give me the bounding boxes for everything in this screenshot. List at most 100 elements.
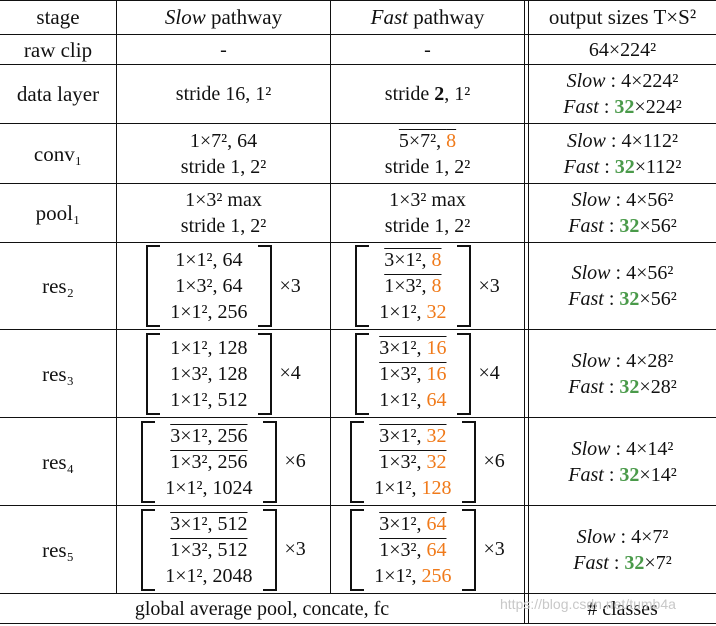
out-data-fast-word: Fast xyxy=(563,96,599,118)
slow-res4-line1: 3×1², 256 xyxy=(170,424,248,447)
out-conv1-fast-alpha: 32 xyxy=(614,155,635,178)
slow-res2-line3: 1×1², 256 xyxy=(170,301,248,323)
fast-res3-c3: 64 xyxy=(426,388,447,411)
out-res3-fast-sep: : xyxy=(603,375,620,398)
stage-res4-text: res₄ xyxy=(42,449,74,474)
fast-res2-k3: 1×1², xyxy=(379,301,427,323)
rule-raw xyxy=(0,64,716,65)
out-res4: Slow : 4×14² Fast : 32×14² xyxy=(529,418,716,505)
slow-res5: 3×1², 512 1×3², 512 1×1², 2048 ×3 xyxy=(117,506,330,593)
out-data-layer-fast: Fast : 32×224² xyxy=(563,94,681,120)
bracket-left xyxy=(350,508,365,591)
bracket-left xyxy=(146,332,161,415)
slow-res3-line3: 1×1², 512 xyxy=(170,388,248,411)
slow-res2-lines: 1×1², 64 1×3², 64 1×1², 256 xyxy=(160,245,257,327)
fast-res4-repeat: ×6 xyxy=(483,450,505,472)
out-res3-fast: Fast : 32×28² xyxy=(568,374,676,400)
stage-res2: res₂ xyxy=(0,243,116,329)
header-output: output sizes T×S² xyxy=(529,0,716,34)
bracket-right xyxy=(456,332,471,415)
fast-res5-c3: 256 xyxy=(421,564,452,587)
fast-res2-line3: 1×1², 32 xyxy=(379,299,446,325)
out-res4-fast-sep: : xyxy=(603,463,620,486)
slow-res4-block: 3×1², 256 1×3², 256 1×1², 1024 ×6 xyxy=(141,420,306,503)
stage-res2-text: res₂ xyxy=(42,274,74,298)
fast-res3-block: 3×1², 16 1×3², 16 1×1², 64 ×4 xyxy=(355,332,500,415)
header-fast-suffix: pathway xyxy=(407,5,485,29)
out-res2-fast: Fast : 32×56² xyxy=(568,286,676,312)
rule-v1 xyxy=(116,0,117,593)
out-res5-slow: Slow : 4×7² xyxy=(577,524,669,550)
out-res3-slow: Slow : 4×28² xyxy=(572,348,674,374)
rule-conv xyxy=(0,183,716,184)
slow-res2: 1×1², 64 1×3², 64 1×1², 256 ×3 xyxy=(117,243,330,329)
bracket-right xyxy=(461,508,476,591)
stage-res3: res₃ xyxy=(0,330,116,417)
slow-res4-line2: 1×3², 256 xyxy=(170,450,248,473)
slow-res2-block: 1×1², 64 1×3², 64 1×1², 256 ×3 xyxy=(146,245,301,327)
out-conv1-fast-word: Fast xyxy=(563,155,600,178)
fast-data-c: , 1² xyxy=(444,83,471,105)
fast-res3-line1: 3×1², 16 xyxy=(379,335,446,361)
out-res4-fast-val: ×14² xyxy=(639,463,677,486)
out-data-fast-alpha: 32 xyxy=(614,96,635,118)
fast-res5-line2: 1×3², 64 xyxy=(374,537,451,563)
out-res3-slow-word: Slow xyxy=(571,349,611,372)
slow-res5-line3: 1×1², 2048 xyxy=(165,564,253,587)
fast-pool1-line2: stride 1, 2² xyxy=(384,215,471,237)
fast-res3-k1: 3×1², xyxy=(379,336,427,359)
bracket-right xyxy=(257,332,272,415)
out-data-fast-sep: : xyxy=(598,96,615,118)
fast-res4: 3×1², 32 1×3², 32 1×1², 128 ×6 xyxy=(331,418,524,505)
fast-data-layer: stride 2, 1² xyxy=(331,65,524,123)
fast-res2-k1: 3×1², xyxy=(384,249,432,271)
stage-data-layer-text: data layer xyxy=(16,82,100,106)
out-pool1: Slow : 4×56² Fast : 32×56² xyxy=(529,184,716,242)
slow-res4-repeat: ×6 xyxy=(284,450,306,472)
fast-res3-repeat: ×4 xyxy=(478,362,500,384)
rule-top xyxy=(0,0,716,1)
out-res5-fast-val: ×7² xyxy=(644,551,672,574)
fast-res2-c3: 32 xyxy=(426,301,447,323)
out-res4-slow: Slow : 4×14² xyxy=(572,436,674,462)
fast-res5-c2: 64 xyxy=(426,538,447,561)
slow-raw-clip-text: - xyxy=(220,38,227,61)
out-res4-fast-alpha: 32 xyxy=(619,463,640,486)
rule-res3 xyxy=(0,417,716,418)
slow-res5-lines: 3×1², 512 1×3², 512 1×1², 2048 xyxy=(155,509,262,591)
bracket-right xyxy=(456,245,471,327)
out-res2-fast-val: ×56² xyxy=(639,288,677,310)
fast-res5-line1: 3×1², 64 xyxy=(374,511,451,537)
fast-res3-c1: 16 xyxy=(426,336,447,359)
slow-raw-clip: - xyxy=(117,35,330,64)
fast-res3-line2: 1×3², 16 xyxy=(379,361,446,387)
slow-res4-line3: 1×1², 1024 xyxy=(165,476,253,499)
rule-v3b xyxy=(528,0,529,624)
stage-res5: res₅ xyxy=(0,506,116,593)
bracket-left xyxy=(355,332,370,415)
slow-pool1: 1×3² max stride 1, 2² xyxy=(117,184,330,242)
stage-conv1: conv₁ xyxy=(0,124,116,183)
out-res5-slow-word: Slow xyxy=(576,525,616,548)
bracket-left xyxy=(350,420,365,503)
fast-res4-line3: 1×1², 128 xyxy=(374,475,451,501)
fast-raw-clip: - xyxy=(331,35,524,64)
header-fast-word: Fast xyxy=(370,5,408,29)
fast-res5-c1: 64 xyxy=(426,512,447,535)
stage-pool1-text: pool₁ xyxy=(35,201,81,225)
out-res2: Slow : 4×56² Fast : 32×56² xyxy=(529,243,716,329)
fast-res3-k3: 1×1², xyxy=(379,388,427,411)
slow-conv1: 1×7², 64 stride 1, 2² xyxy=(117,124,330,183)
out-conv1-fast-val: ×112² xyxy=(634,155,682,178)
fast-res5-lines: 3×1², 64 1×3², 64 1×1², 256 xyxy=(364,509,461,591)
out-res3-slow-val: : 4×28² xyxy=(610,349,674,372)
slow-data-layer-text: stride 16, 1² xyxy=(175,83,272,105)
fast-pool1-line1: 1×3² max xyxy=(389,189,466,211)
out-res4-fast: Fast : 32×14² xyxy=(568,462,676,488)
rule-bottom xyxy=(0,623,716,624)
slow-res3-line1: 1×1², 128 xyxy=(170,336,248,359)
slow-res2-repeat: ×3 xyxy=(279,274,301,297)
out-pool1-slow-word: Slow xyxy=(571,189,611,211)
out-res5-fast-alpha: 32 xyxy=(624,551,645,574)
